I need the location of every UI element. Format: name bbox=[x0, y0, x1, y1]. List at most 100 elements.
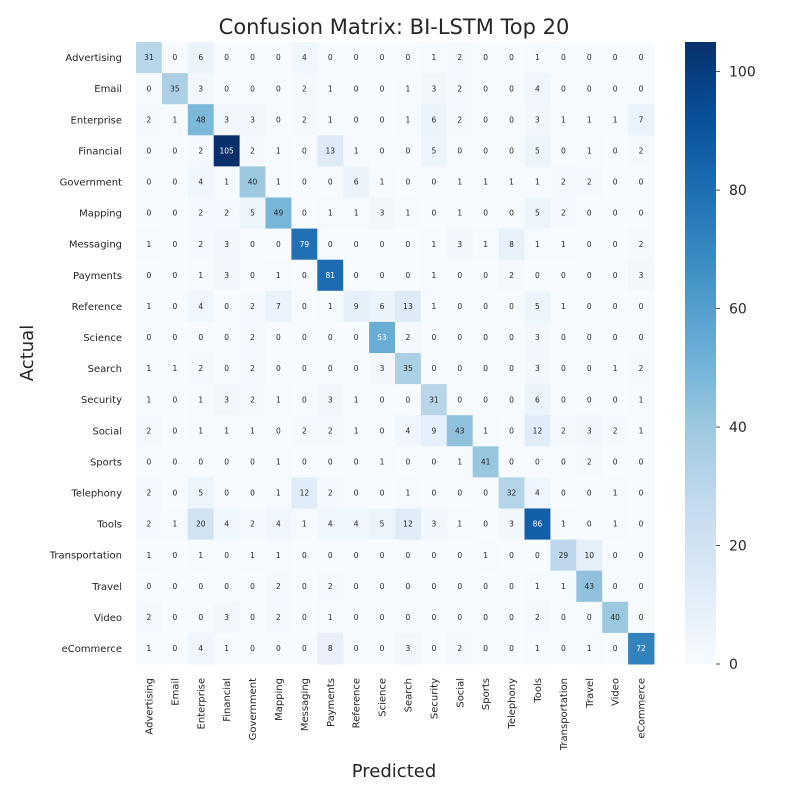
heatmap-cell bbox=[472, 42, 500, 74]
heatmap-cell-label: 4 bbox=[198, 302, 203, 311]
heatmap-cell-label: 0 bbox=[509, 613, 514, 622]
heatmap-cell bbox=[161, 166, 189, 198]
heatmap-cell-label: 1 bbox=[328, 115, 333, 124]
heatmap-cell bbox=[369, 353, 396, 385]
heatmap-cell-label: 1 bbox=[457, 178, 462, 187]
heatmap-cell bbox=[524, 570, 551, 603]
heatmap-cell bbox=[317, 353, 344, 385]
heatmap-cell-label: 1 bbox=[302, 520, 307, 529]
heatmap-cell-label: 0 bbox=[354, 240, 359, 249]
heatmap-cell bbox=[317, 570, 344, 603]
heatmap-cell-label: 40 bbox=[248, 178, 258, 187]
heatmap-cell-label: 1 bbox=[406, 489, 411, 498]
heatmap-cell-label: 5 bbox=[198, 489, 203, 498]
heatmap-cell-label: 5 bbox=[431, 146, 436, 155]
heatmap-cell-label: 2 bbox=[457, 53, 462, 62]
heatmap-cell bbox=[472, 570, 500, 603]
heatmap-cell-label: 2 bbox=[198, 209, 203, 218]
heatmap-cell-label: 3 bbox=[328, 395, 333, 404]
y-tick-label: Advertising bbox=[65, 53, 122, 64]
heatmap-cell-label: 0 bbox=[354, 613, 359, 622]
heatmap-cell bbox=[628, 446, 655, 478]
heatmap-cell bbox=[472, 446, 500, 478]
heatmap-cell-label: 0 bbox=[483, 53, 488, 62]
y-tick-label: Email bbox=[94, 84, 122, 95]
heatmap-cell bbox=[576, 197, 603, 230]
heatmap-cell bbox=[576, 384, 603, 416]
heatmap-cell-label: 0 bbox=[483, 489, 488, 498]
heatmap-cell bbox=[472, 197, 500, 230]
heatmap-cell-label: 1 bbox=[380, 457, 385, 466]
heatmap-cell bbox=[239, 601, 266, 634]
heatmap-cell bbox=[524, 539, 551, 572]
heatmap-cell bbox=[213, 477, 241, 509]
heatmap-cell-label: 0 bbox=[587, 302, 592, 311]
heatmap-cell-label: 0 bbox=[354, 489, 359, 498]
heatmap-cell-label: 0 bbox=[250, 240, 255, 249]
x-tick-label: Search bbox=[403, 678, 414, 712]
heatmap-cell bbox=[524, 42, 551, 74]
heatmap-cell-label: 0 bbox=[302, 209, 307, 218]
heatmap-cell bbox=[317, 42, 344, 74]
heatmap-cell bbox=[576, 601, 603, 634]
heatmap-cell bbox=[161, 632, 189, 665]
heatmap-cell-label: 2 bbox=[147, 115, 152, 124]
heatmap-cell-label: 2 bbox=[276, 582, 281, 591]
heatmap-cell bbox=[213, 321, 241, 354]
heatmap-cell-label: 2 bbox=[561, 178, 566, 187]
heatmap-cell bbox=[576, 166, 603, 198]
heatmap-cell-label: 2 bbox=[587, 457, 592, 466]
heatmap-cell bbox=[369, 570, 396, 603]
heatmap-cell-label: 4 bbox=[224, 520, 229, 529]
heatmap-cell bbox=[239, 321, 266, 354]
heatmap-cell-label: 1 bbox=[224, 644, 229, 653]
heatmap-cell-label: 0 bbox=[172, 395, 177, 404]
heatmap-cell-label: 2 bbox=[147, 613, 152, 622]
heatmap-cell-label: 2 bbox=[639, 364, 644, 373]
heatmap-cell-label: 2 bbox=[198, 240, 203, 249]
heatmap-cell-label: 0 bbox=[147, 84, 152, 93]
heatmap-cell-label: 1 bbox=[483, 426, 488, 435]
heatmap-cell bbox=[369, 104, 396, 136]
heatmap-cell-label: 0 bbox=[198, 582, 203, 591]
heatmap-cells bbox=[136, 42, 655, 665]
heatmap-cell bbox=[343, 228, 370, 261]
x-tick-labels: Advertising Email Enterprise Financial Gover… bbox=[144, 678, 647, 751]
heatmap-cell-label: 1 bbox=[172, 115, 177, 124]
heatmap-cell bbox=[472, 228, 500, 261]
heatmap-cell bbox=[576, 290, 603, 323]
heatmap-cell-label: 1 bbox=[613, 489, 618, 498]
heatmap-cell-label: 0 bbox=[483, 582, 488, 591]
heatmap-cell-label: 0 bbox=[380, 489, 385, 498]
heatmap-cell bbox=[343, 446, 370, 478]
heatmap-cell bbox=[446, 42, 474, 74]
heatmap-cell-label: 0 bbox=[147, 333, 152, 342]
heatmap-cell bbox=[628, 353, 655, 385]
heatmap-cell-label: 12 bbox=[403, 520, 413, 529]
heatmap-cell bbox=[395, 197, 422, 230]
heatmap-cell-label: 0 bbox=[457, 551, 462, 560]
heatmap-cell bbox=[317, 384, 344, 416]
heatmap-cell-label: 1 bbox=[198, 271, 203, 280]
heatmap-cell-label: 0 bbox=[406, 271, 411, 280]
heatmap-cell-label: 0 bbox=[431, 209, 436, 218]
heatmap-cell-label: 0 bbox=[587, 333, 592, 342]
heatmap-cell-label: 0 bbox=[561, 271, 566, 280]
heatmap-cell-label: 32 bbox=[507, 489, 517, 498]
heatmap-cell bbox=[213, 73, 241, 105]
heatmap-cell-label: 4 bbox=[198, 644, 203, 653]
heatmap-cell bbox=[550, 73, 577, 105]
heatmap-cell bbox=[420, 197, 448, 230]
heatmap-cell-label: 0 bbox=[380, 395, 385, 404]
y-tick-label: Search bbox=[88, 364, 122, 375]
heatmap-cell-label: 0 bbox=[639, 53, 644, 62]
heatmap-cell bbox=[446, 135, 474, 167]
heatmap-cell-label: 6 bbox=[380, 302, 385, 311]
heatmap-cell-label: 0 bbox=[198, 613, 203, 622]
heatmap-cell-label: 2 bbox=[250, 364, 255, 373]
heatmap-cell bbox=[550, 353, 577, 385]
heatmap-cell-label: 0 bbox=[613, 395, 618, 404]
heatmap-cell bbox=[213, 259, 241, 292]
heatmap-cell bbox=[161, 384, 189, 416]
heatmap-cell bbox=[369, 384, 396, 416]
